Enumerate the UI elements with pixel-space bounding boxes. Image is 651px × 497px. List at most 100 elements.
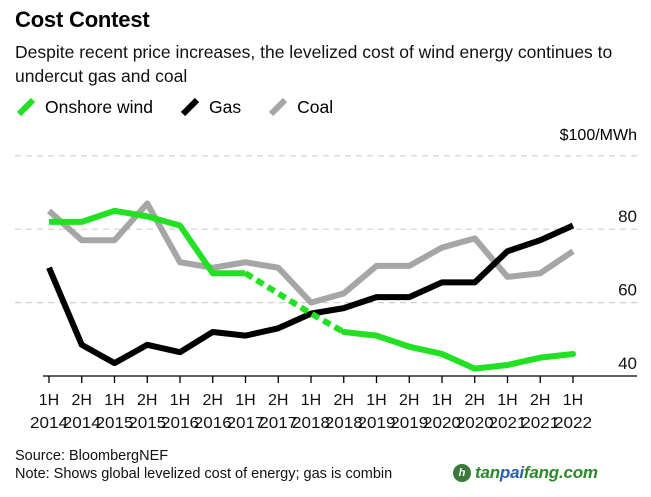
watermark-text: tanpaifang.com <box>475 463 598 482</box>
data-point-coal <box>406 263 412 269</box>
data-point-gas <box>112 360 118 366</box>
data-point-gas <box>406 294 412 300</box>
data-point-onshore-wind <box>177 223 183 229</box>
x-tick-label-year: 2017 <box>259 415 297 432</box>
y-axis-unit-label: $100/MWh <box>559 127 637 144</box>
legend-swatch-gas <box>180 97 200 117</box>
x-tick-label-half: 1H <box>39 392 59 409</box>
x-tick-label-year: 2015 <box>128 415 166 432</box>
x-tick-label-half: 2H <box>137 392 157 409</box>
data-point-gas <box>210 329 216 335</box>
data-point-coal <box>243 259 249 265</box>
data-point-onshore-wind <box>472 366 478 372</box>
y-tick-label-80: 80 <box>618 207 637 226</box>
x-tick-label-half: 2H <box>268 392 288 409</box>
x-tick-label-year: 2016 <box>161 415 199 432</box>
x-tick-label-half: 1H <box>301 392 321 409</box>
legend: Onshore wind Gas Coal <box>15 96 359 118</box>
data-point-coal <box>177 259 183 265</box>
series-line-gas <box>46 222 575 367</box>
data-point-coal <box>46 208 52 214</box>
x-tick-label-half: 1H <box>366 392 386 409</box>
data-point-coal <box>374 263 380 269</box>
y-tick-label-60: 60 <box>618 281 637 300</box>
data-point-onshore-wind <box>243 270 249 276</box>
data-point-onshore-wind <box>374 333 380 339</box>
x-tick-label-half: 2H <box>72 392 92 409</box>
data-point-gas <box>537 237 543 243</box>
x-tick-label-year: 2021 <box>521 415 559 432</box>
data-point-gas <box>570 223 576 229</box>
data-point-onshore-wind <box>210 270 216 276</box>
data-point-coal <box>537 270 543 276</box>
data-point-gas <box>46 265 52 271</box>
series-line-onshore-wind <box>340 328 576 372</box>
x-tick-label-half: 2H <box>203 392 223 409</box>
data-point-coal <box>308 300 314 306</box>
legend-swatch-coal <box>268 97 288 117</box>
legend-label-onshore-wind: Onshore wind <box>45 96 153 117</box>
methodology-note: Note: Shows global levelized cost of ene… <box>15 466 393 482</box>
data-point-gas <box>505 248 511 254</box>
legend-item-gas: Gas <box>179 96 241 118</box>
data-point-onshore-wind <box>406 344 412 350</box>
x-tick-label-half: 1H <box>432 392 452 409</box>
chart-subtitle: Despite recent price increases, the leve… <box>15 42 613 86</box>
data-point-coal <box>112 237 118 243</box>
x-tick-label-half: 2H <box>530 392 550 409</box>
chart-footer: Source: BloombergNEF Note: Shows global … <box>15 447 392 483</box>
data-point-onshore-wind <box>341 329 347 335</box>
legend-item-onshore-wind: Onshore wind <box>15 96 153 118</box>
data-point-onshore-wind <box>112 208 118 214</box>
x-tick-label-year: 2015 <box>96 415 134 432</box>
series-line-onshore-wind-dashed <box>243 270 346 335</box>
data-point-gas <box>275 325 281 331</box>
data-point-gas <box>341 305 347 311</box>
data-point-onshore-wind <box>505 362 511 368</box>
data-point-onshore-wind <box>439 351 445 357</box>
data-point-gas <box>439 279 445 285</box>
data-point-onshore-wind <box>275 290 281 296</box>
data-point-gas <box>243 333 249 339</box>
x-tick-label-year: 2021 <box>489 415 527 432</box>
data-point-coal <box>570 248 576 254</box>
x-tick-label-year: 2018 <box>292 415 330 432</box>
data-point-coal <box>472 235 478 241</box>
data-point-onshore-wind <box>537 355 543 361</box>
data-point-onshore-wind <box>46 219 52 225</box>
data-point-gas <box>472 279 478 285</box>
data-point-coal <box>341 290 347 296</box>
legend-label-coal: Coal <box>297 96 334 117</box>
x-tick-label-year: 2020 <box>423 415 461 432</box>
series-line-coal <box>46 200 575 306</box>
x-tick-label-year: 2022 <box>554 415 592 432</box>
data-point-coal <box>439 245 445 251</box>
data-point-coal <box>505 274 511 280</box>
tanpaifang-logo-icon: h <box>453 464 471 482</box>
chart-title: Cost Contest <box>15 7 150 32</box>
watermark: h tanpaifang.com <box>453 463 598 483</box>
x-tick-label-half: 2H <box>465 392 485 409</box>
x-tick-label-half: 1H <box>497 392 517 409</box>
x-tick-label-year: 2016 <box>194 415 232 432</box>
x-tick-label-year: 2018 <box>325 415 363 432</box>
series-line-onshore-wind <box>49 207 246 277</box>
legend-swatch-onshore-wind <box>16 97 36 117</box>
x-tick-label-half: 1H <box>563 392 583 409</box>
source-note: Source: BloombergNEF <box>15 448 169 464</box>
data-point-onshore-wind <box>79 219 85 225</box>
legend-item-coal: Coal <box>267 96 333 118</box>
x-tick-label-half: 1H <box>104 392 124 409</box>
y-tick-label-40: 40 <box>618 354 637 373</box>
data-point-gas <box>374 294 380 300</box>
data-point-coal <box>144 201 150 207</box>
x-tick-label-year: 2017 <box>227 415 265 432</box>
data-point-gas <box>79 342 85 348</box>
data-point-onshore-wind <box>570 351 576 357</box>
data-point-onshore-wind <box>144 213 150 219</box>
x-tick-label-year: 2019 <box>390 415 428 432</box>
x-tick-label-half: 1H <box>235 392 255 409</box>
x-tick-label-year: 2020 <box>456 415 494 432</box>
data-point-coal <box>275 265 281 271</box>
